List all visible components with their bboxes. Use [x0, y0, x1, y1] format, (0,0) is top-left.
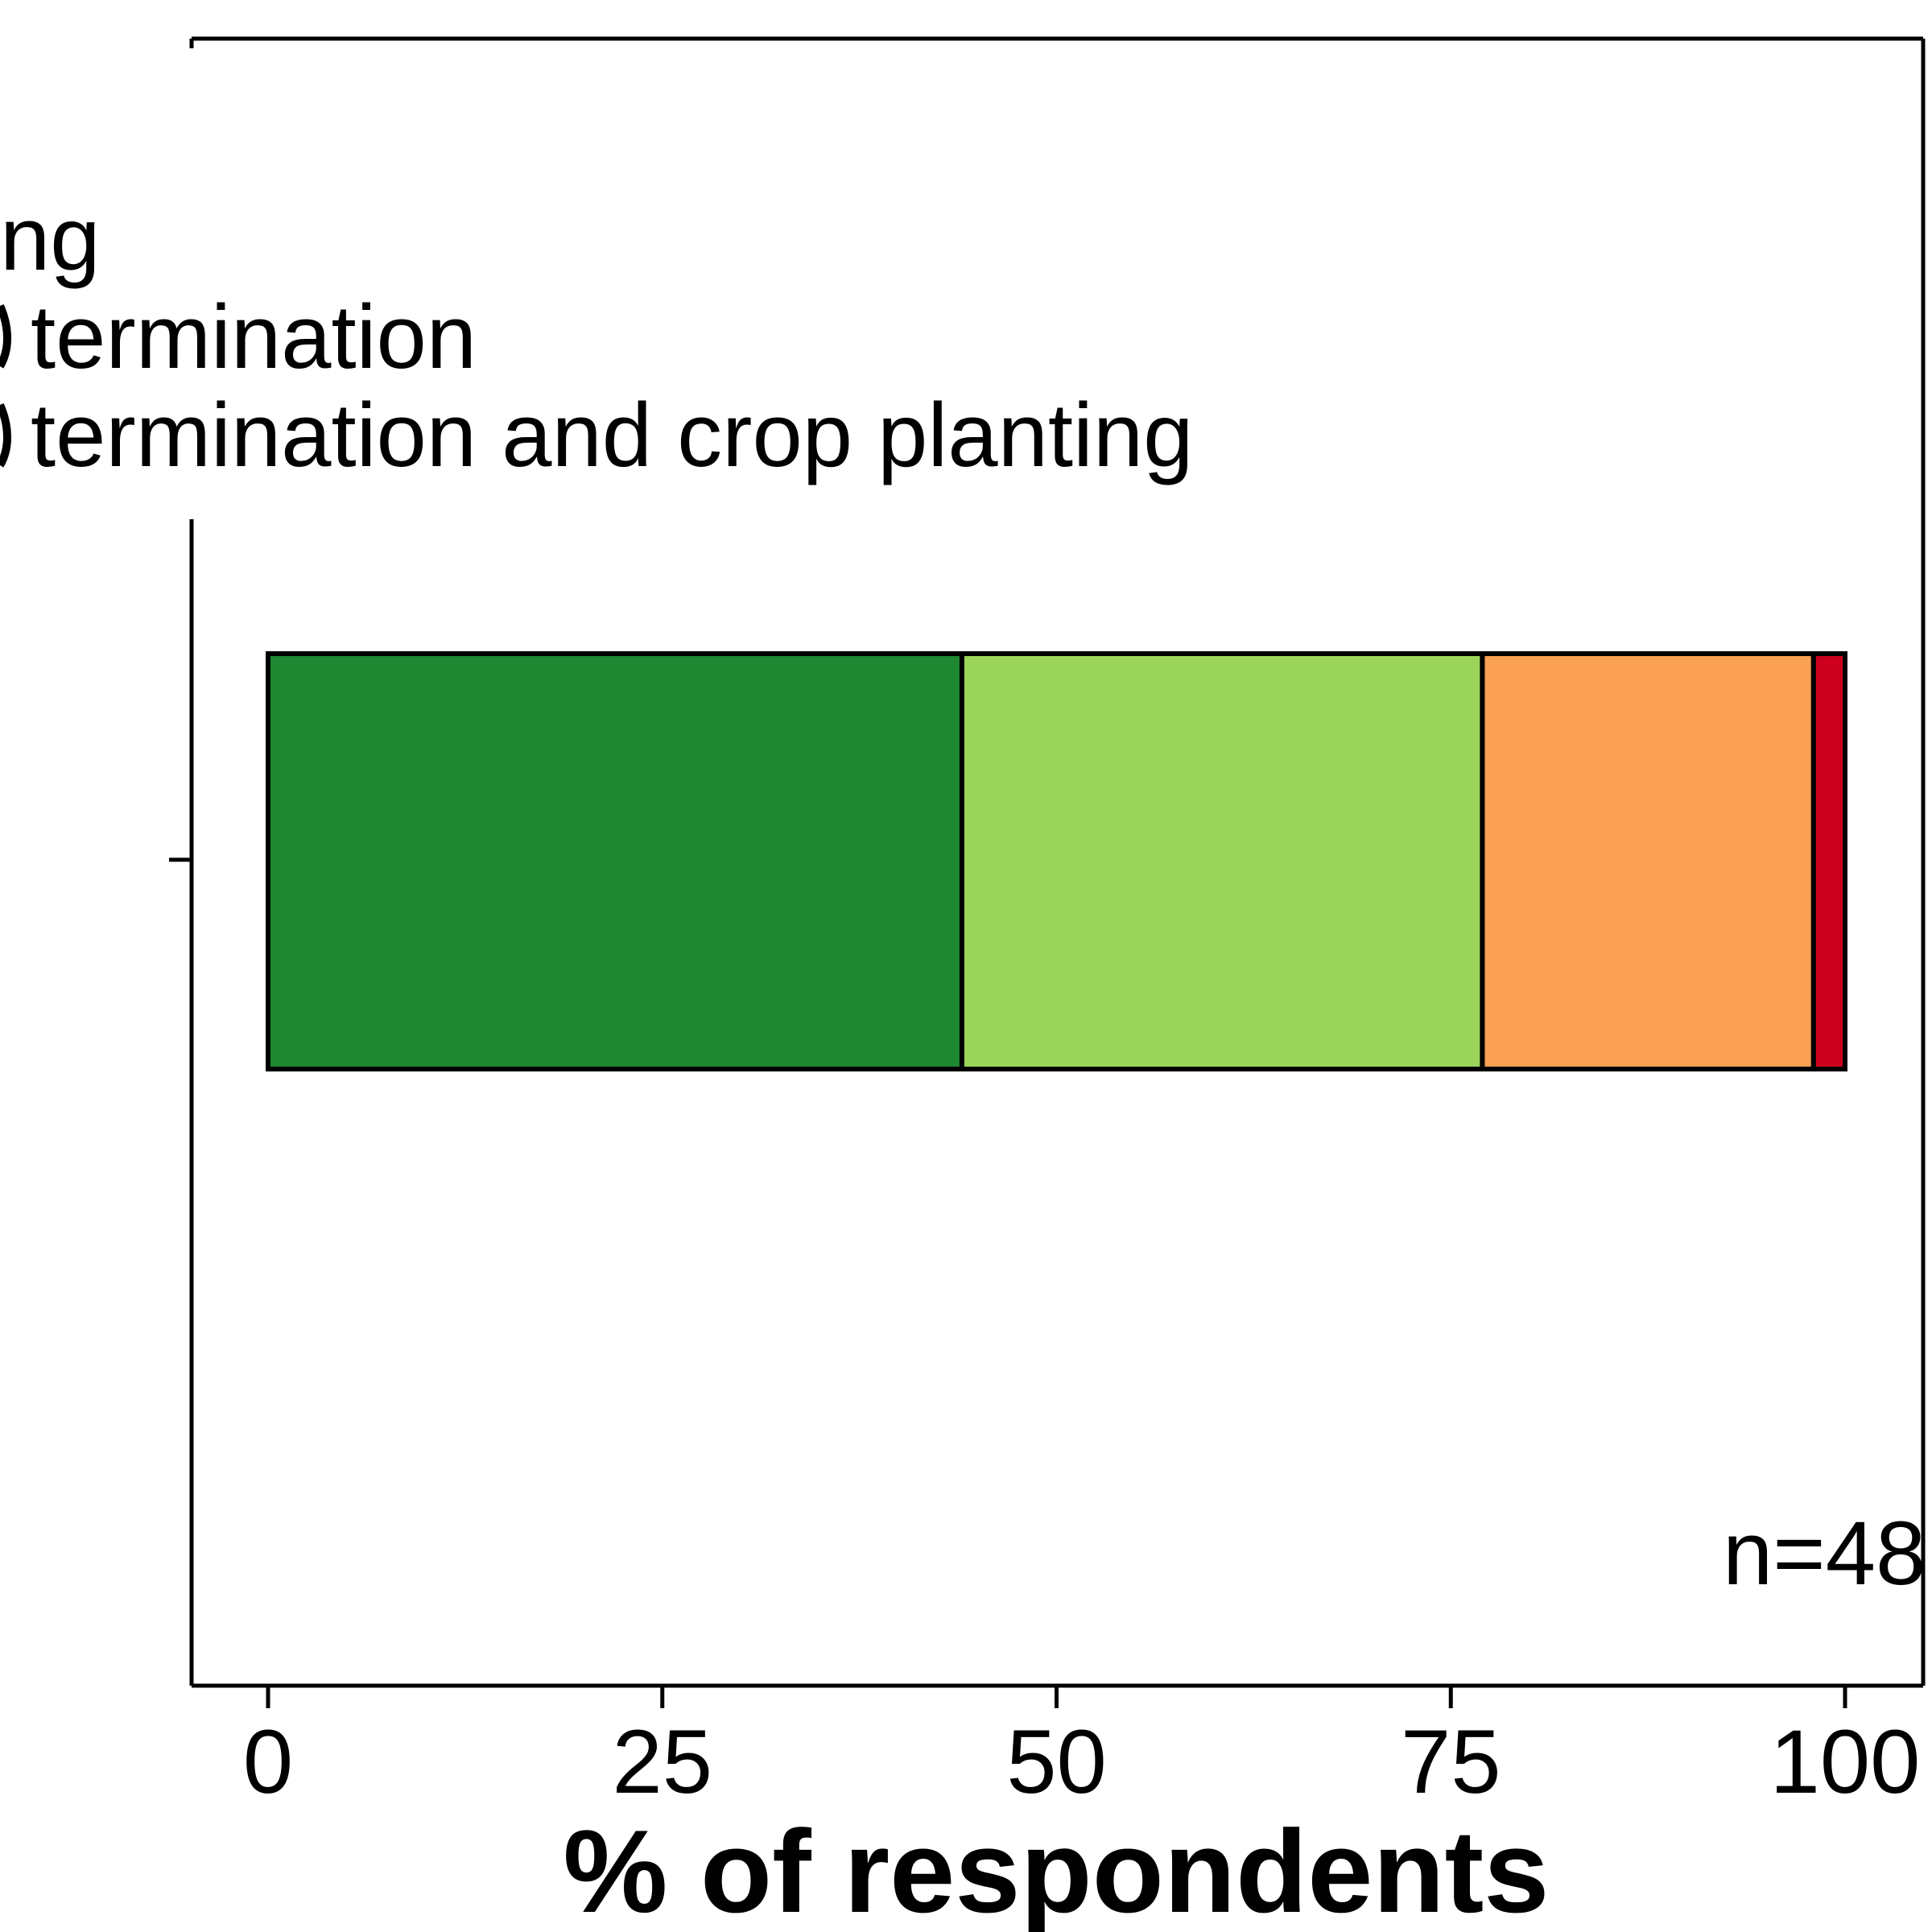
x-tick-label-100: 100: [1770, 1711, 1921, 1812]
bar-segment-2: [959, 651, 1485, 1071]
legend-entry-2: termination: [31, 287, 477, 387]
sample-size-annotation: n=48: [1723, 1503, 1926, 1604]
x-axis-title: % of respondents: [564, 1806, 1550, 1932]
legend-key-2-edge: [0, 303, 12, 369]
bar-segment-3: [1480, 651, 1816, 1071]
bar-segment-4: [1810, 651, 1848, 1071]
x-tick-label-75: 75: [1401, 1711, 1501, 1812]
legend-entry-1: ng: [0, 188, 101, 289]
x-axis-ticks: 0 25 50 75 100: [243, 1686, 1921, 1812]
legend-key-3-edge: [0, 402, 12, 468]
x-tick-label-0: 0: [243, 1711, 293, 1812]
bar-group: [266, 651, 1848, 1071]
x-tick-label-25: 25: [612, 1711, 712, 1812]
legend-entry-3: termination and crop planting: [31, 385, 1193, 485]
x-tick-label-50: 50: [1006, 1711, 1107, 1812]
bar-segment-1: [266, 651, 964, 1071]
legend: ng termination termination and crop plan…: [0, 188, 1193, 485]
